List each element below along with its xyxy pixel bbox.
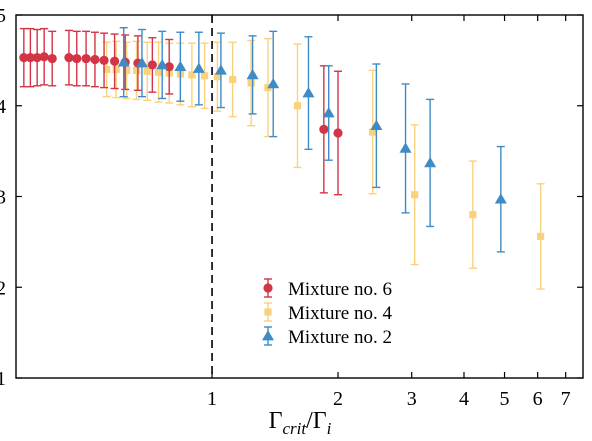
data-point [333, 128, 343, 138]
data-point [247, 79, 255, 87]
x-tick-label: 6 [533, 388, 543, 410]
data-point [319, 124, 329, 134]
data-point [156, 58, 169, 70]
data-point [99, 55, 109, 65]
x-tick-label: 5 [500, 388, 510, 410]
data-point [399, 142, 412, 153]
legend-label: Mixture no. 6 [288, 279, 392, 300]
legend-item: Mixture no. 6 [263, 278, 392, 300]
x-tick-label: 4 [459, 388, 469, 410]
x-tick-label: 3 [407, 388, 417, 410]
data-point [64, 53, 74, 63]
data-point [293, 102, 302, 110]
y-tick-label: 0.2 [0, 277, 6, 299]
data-point [132, 66, 141, 74]
data-point [213, 73, 222, 81]
data-point [72, 53, 82, 64]
data-point [147, 60, 157, 70]
data-point [192, 62, 205, 73]
y-tick-label: 0.1 [0, 368, 6, 390]
data-point [214, 64, 227, 75]
legend-marker [264, 308, 272, 316]
y-tick-label: 0.3 [0, 187, 6, 209]
data-point [19, 53, 29, 63]
data-point [537, 232, 545, 241]
data-point [370, 119, 383, 131]
x-tick-label: 2 [333, 388, 343, 410]
data-point [112, 65, 120, 74]
data-point [154, 68, 163, 76]
data-point [110, 56, 120, 66]
data-point [81, 53, 91, 64]
data-point [369, 128, 377, 136]
data-point [90, 54, 100, 65]
data-point [135, 57, 148, 68]
data-point [322, 107, 335, 118]
data-point [424, 156, 437, 168]
data-point [143, 67, 151, 75]
data-point [201, 72, 209, 80]
data-point [103, 65, 111, 74]
data-point [39, 52, 49, 62]
data-point [25, 53, 35, 63]
x-axis-label: Γcrit/Γi [269, 408, 332, 438]
data-point [47, 53, 57, 64]
y-axis-label: Q6 [0, 183, 2, 209]
data-point [174, 60, 187, 72]
legend-marker [263, 283, 273, 293]
data-point [494, 193, 507, 204]
axes-layer: 0.1 0.2 0.3 0.4 0.5 1 2 3 4 5 67 Γcrit/Γi Q6 [0, 5, 584, 438]
legend-label: Mixture no. 2 [288, 327, 392, 348]
legend-item: Mixture no. 4 [264, 302, 392, 324]
data-point [246, 68, 259, 80]
y-tick-label: 0.4 [0, 96, 6, 118]
data-point [469, 211, 477, 219]
data-point [123, 66, 131, 74]
legend: Mixture no. 6 Mixture no. 4 Mixture no. 2 [262, 278, 392, 348]
x-tick-label: 7 [561, 388, 571, 410]
data-point [188, 71, 196, 79]
data-point [32, 53, 42, 63]
data-point [411, 191, 419, 199]
data-point [302, 87, 315, 98]
data-point [117, 56, 130, 67]
plot-layer [19, 15, 545, 378]
data-point [267, 77, 280, 89]
series-mixture-no-2 [117, 27, 507, 253]
data-point [229, 75, 237, 84]
legend-label: Mixture no. 4 [288, 303, 392, 324]
legend-item: Mixture no. 2 [262, 326, 392, 348]
y-tick-label: 0.5 [0, 5, 6, 27]
legend-marker [262, 330, 274, 341]
x-tick-label: 1 [207, 388, 217, 410]
